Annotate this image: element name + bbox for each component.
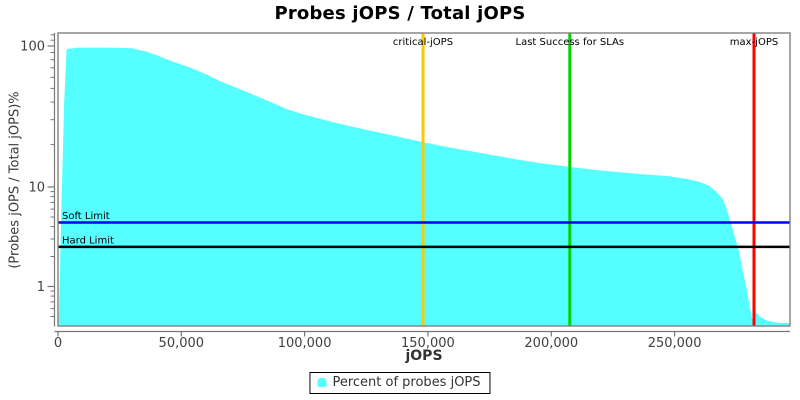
y-axis-label: (Probes jOPS / Total jOPS)% bbox=[7, 91, 23, 269]
chart-title: Probes jOPS / Total jOPS bbox=[274, 3, 526, 24]
x-axis-label: jOPS bbox=[405, 348, 443, 364]
x-tick-label: 150,000 bbox=[401, 336, 455, 351]
x-tick-label: 200,000 bbox=[524, 336, 578, 351]
vline-label-2: max-jOPS bbox=[730, 37, 778, 48]
hline-label-0: Soft Limit bbox=[62, 211, 110, 222]
hline-label-1: Hard Limit bbox=[62, 235, 114, 246]
y-tick-label: 100 bbox=[20, 40, 45, 55]
y-tick-label: 10 bbox=[28, 181, 45, 196]
x-tick-label: 250,000 bbox=[648, 336, 702, 351]
legend-label: Percent of probes jOPS bbox=[332, 375, 481, 390]
y-tick-label: 1 bbox=[37, 280, 45, 295]
legend-marker-icon bbox=[317, 378, 327, 387]
vline-label-0: critical-jOPS bbox=[393, 37, 453, 48]
x-tick-label: 100,000 bbox=[278, 336, 332, 351]
plot-border bbox=[57, 32, 791, 327]
vline-label-1: Last Success for SLAs bbox=[516, 37, 625, 48]
probes-jops-chart: 0 50,000 100,000 150,000 200,000 250,000 100 10… bbox=[20, 32, 791, 351]
x-tick-label: 0 bbox=[54, 336, 62, 351]
x-tick-label: 50,000 bbox=[159, 336, 205, 351]
legend: Percent of probes jOPS bbox=[309, 372, 491, 394]
